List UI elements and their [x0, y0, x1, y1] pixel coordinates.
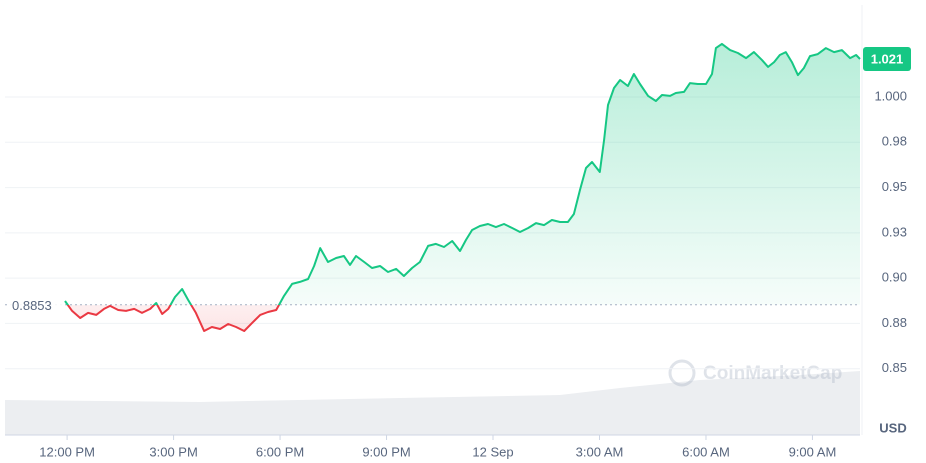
y-unit: USD	[879, 420, 906, 435]
x-tick-label: 3:00 AM	[576, 444, 624, 459]
x-tick-label: 3:00 PM	[149, 444, 197, 459]
price-line	[64, 42, 861, 332]
x-tick-label: 6:00 PM	[256, 444, 304, 459]
x-tick-label: 6:00 AM	[682, 444, 730, 459]
x-tick-label: 9:00 PM	[362, 444, 410, 459]
x-tick-label: 12:00 PM	[39, 444, 95, 459]
watermark-text: CoinMarketCap	[703, 363, 842, 384]
y-tick-label: 0.93	[882, 224, 907, 239]
baseline-label: 0.8853	[12, 298, 52, 313]
price-area	[64, 43, 860, 332]
y-tick-label: 1.000	[874, 88, 907, 103]
current-price-label: 1.021	[871, 51, 904, 66]
y-tick-label: 0.90	[882, 270, 907, 285]
x-tick-label: 9:00 AM	[789, 444, 837, 459]
watermark-logo	[668, 359, 696, 387]
y-tick-label: 0.85	[882, 360, 907, 375]
volume-band	[5, 371, 860, 435]
y-tick-label: 0.88	[882, 315, 907, 330]
y-tick-label: 0.95	[882, 179, 907, 194]
y-tick-label: 0.98	[882, 134, 907, 149]
baseline-label-bg	[7, 294, 63, 315]
current-price-tag	[863, 46, 911, 71]
x-tick-label: 12 Sep	[472, 444, 513, 459]
